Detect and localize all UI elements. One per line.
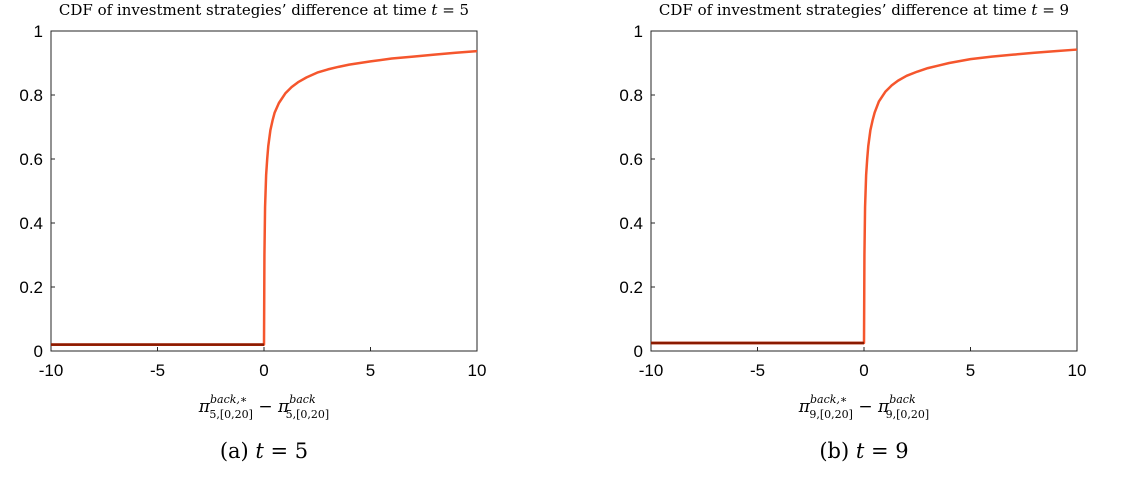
- chart-a-title: CDF of investment strategies’ difference…: [59, 1, 469, 19]
- y-tick-label: 0.6: [619, 150, 643, 169]
- chart-b-xlabel: πback,∗ 9,[0,20] − πback 9,[0,20]: [798, 393, 929, 421]
- y-tick-label: 0.2: [19, 278, 43, 297]
- chart-a-caption: (a) t = 5: [220, 439, 308, 463]
- chart-b-xticks: -10 -5 0 5 10: [639, 347, 1087, 380]
- chart-a-xticks: -10 -5 0 5 10: [39, 347, 487, 380]
- cdf-line: [651, 48, 1078, 345]
- chart-b-title: CDF of investment strategies’ difference…: [659, 1, 1069, 19]
- x-tick-label: 0: [259, 361, 268, 380]
- x-tick-label: -5: [750, 361, 765, 380]
- x-tick-label: -5: [150, 361, 165, 380]
- x-tick-label: -10: [639, 361, 664, 380]
- cdf-line: [51, 49, 478, 346]
- chart-panel-a: CDF of investment strategies’ difference…: [0, 0, 529, 478]
- chart-b-yticks: 0 0.2 0.4 0.6 0.8 1: [619, 22, 655, 361]
- chart-a-xlabel: πback,∗ 5,[0,20] − πback 5,[0,20]: [198, 393, 329, 421]
- y-tick-label: 0: [634, 342, 643, 361]
- y-tick-label: 0.8: [619, 86, 643, 105]
- x-tick-label: 5: [966, 361, 975, 380]
- chart-b-axes: [650, 30, 1078, 352]
- y-tick-label: 1: [34, 22, 43, 41]
- x-tick-label: 0: [859, 361, 868, 380]
- chart-b-svg: CDF of investment strategies’ difference…: [619, 1, 1087, 463]
- y-tick-label: 0.6: [19, 150, 43, 169]
- y-tick-label: 0: [34, 342, 43, 361]
- chart-a-plot: [51, 49, 478, 346]
- y-tick-label: 0.8: [19, 86, 43, 105]
- y-tick-label: 0.2: [619, 278, 643, 297]
- chart-a-yticks: 0 0.2 0.4 0.6 0.8 1: [19, 22, 55, 361]
- x-tick-label: 10: [1068, 361, 1087, 380]
- chart-a-svg: CDF of investment strategies’ difference…: [19, 1, 487, 463]
- chart-b-caption: (b) t = 9: [819, 439, 908, 463]
- chart-panel-b: CDF of investment strategies’ difference…: [600, 0, 1129, 478]
- chart-a-axes: [50, 30, 478, 352]
- y-tick-label: 0.4: [619, 214, 643, 233]
- chart-b-plot: [651, 48, 1078, 345]
- x-tick-label: -10: [39, 361, 64, 380]
- x-tick-label: 10: [468, 361, 487, 380]
- y-tick-label: 1: [634, 22, 643, 41]
- x-tick-label: 5: [366, 361, 375, 380]
- y-tick-label: 0.4: [19, 214, 43, 233]
